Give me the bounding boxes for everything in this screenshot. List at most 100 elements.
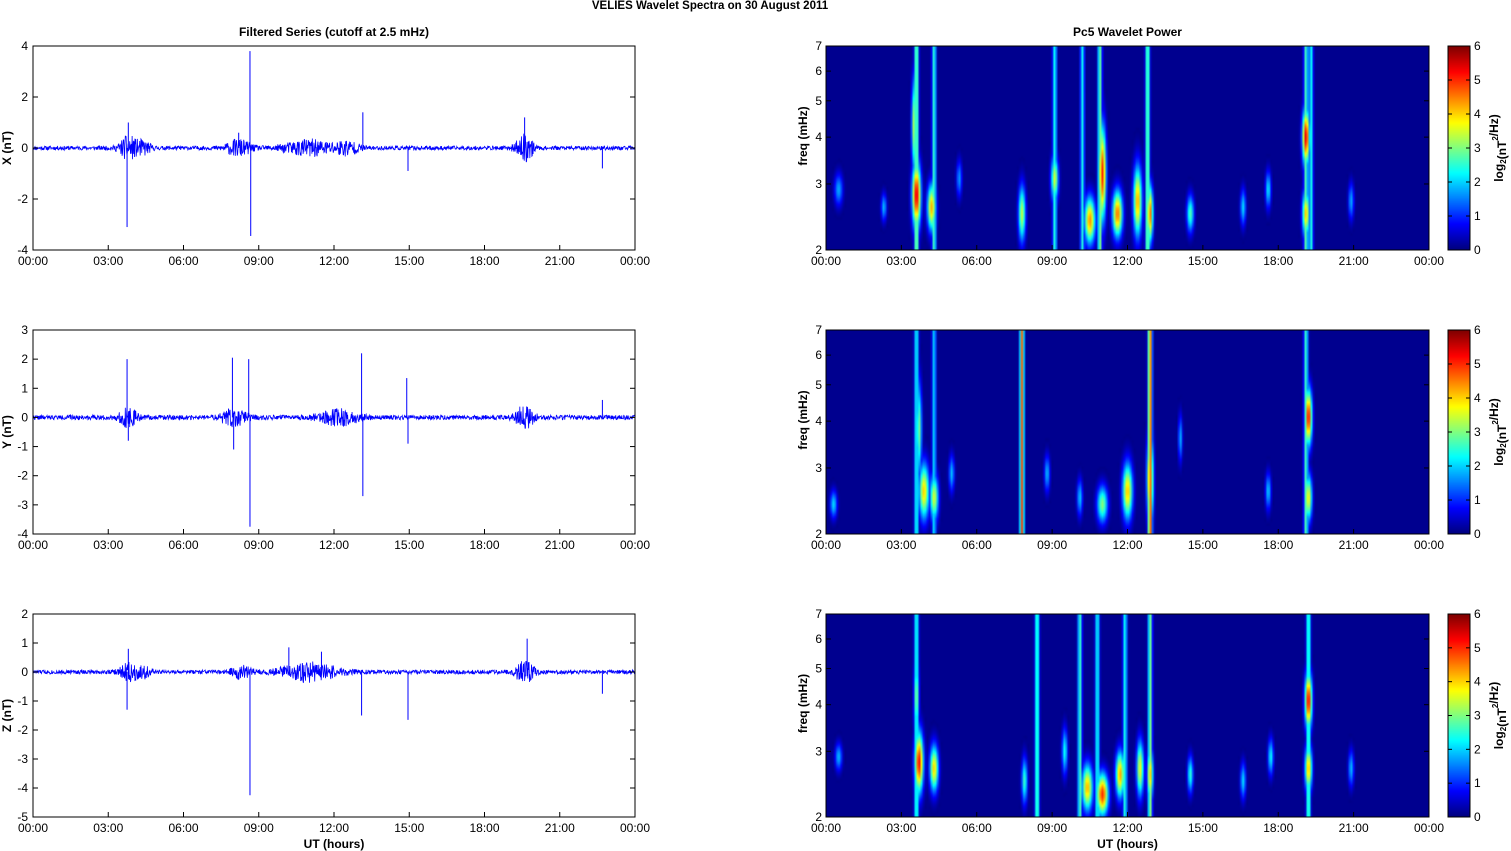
y-tick-label: 4 [815,130,822,144]
x-tick-label: 12:00 [319,254,349,268]
x-tick-label: 12:00 [1112,254,1142,268]
y-tick-label: 5 [815,378,822,392]
y-tick-label: 3 [815,177,822,191]
y-tick-label: 0 [21,141,28,155]
colorbar-tick-label: 3 [1474,709,1481,723]
colorbar-tick-label: 4 [1474,107,1481,121]
x-tick-label: 21:00 [1339,254,1369,268]
colorbar-tick-label: 6 [1474,323,1481,337]
x-tick-label: 06:00 [962,254,992,268]
z-series-panel: -5 -4 -3 -2 -1 0 1 2 00:00 03:00 06:00 09:00 12:00 15… [0,607,650,851]
x-tick-label: 03:00 [886,254,916,268]
x-power-panel: 2 3 4 5 6 7 00:00 03:00 06:00 09:00 12:00 15:00 18:0… [796,25,1509,268]
x-tick-label: 03:00 [886,538,916,552]
colorbar-tick-label: 1 [1474,209,1481,223]
x-tick-label: 03:00 [93,254,123,268]
y-tick-label: 2 [815,527,822,541]
x-tick-label: 21:00 [1339,538,1369,552]
z-power-panel: 2 3 4 5 6 7 00:00 03:00 06:00 09:00 12:00 15:00 18:0… [796,607,1509,851]
x-tick-label: 06:00 [962,538,992,552]
x-tick-label: 12:00 [319,821,349,835]
y-tick-label: -2 [17,192,28,206]
x-tick-label: 00:00 [811,821,841,835]
y-axis-label: freq (mHz) [796,106,810,165]
y-tick-label: 3 [815,461,822,475]
colorbar-tick-label: 1 [1474,493,1481,507]
x-tick-label: 18:00 [1263,538,1293,552]
x-tick-label: 00:00 [620,821,650,835]
y-power-panel: 2 3 4 5 6 7 00:00 03:00 06:00 09:00 12:00 15:00 18:0… [796,323,1509,552]
y-tick-label: -4 [17,527,28,541]
y-axis-label: freq (mHz) [796,674,810,733]
y-tick-label: -2 [17,469,28,483]
x-tick-label: 06:00 [962,821,992,835]
y-tick-label: 6 [815,632,822,646]
colorbar-label: log2(nT2/Hz) [1487,682,1509,750]
colorbar-label: log2(nT2/Hz) [1487,114,1509,182]
x-tick-label: 03:00 [93,821,123,835]
colorbar [1448,330,1470,534]
y-tick-label: -3 [17,752,28,766]
x-tick-label: 18:00 [1263,254,1293,268]
x-tick-label: 00:00 [811,538,841,552]
x-tick-label: 15:00 [394,821,424,835]
colorbar-tick-label: 6 [1474,39,1481,53]
figure-title: VELIES Wavelet Spectra on 30 August 2011 [592,0,829,12]
wavelet-power-image [826,46,1429,250]
x-tick-label: 18:00 [469,821,499,835]
colorbar-tick-label: 5 [1474,73,1481,87]
x-tick-label: 18:00 [1263,821,1293,835]
y-tick-label: 1 [21,381,28,395]
colorbar-tick-label: 0 [1474,527,1481,541]
y-axis-label: freq (mHz) [796,390,810,449]
colorbar-tick-label: 0 [1474,810,1481,824]
colorbar [1448,46,1470,250]
y-axis-label: Z (nT) [0,699,14,732]
y-tick-label: 3 [21,323,28,337]
x-tick-label: 09:00 [244,254,274,268]
series-line [32,661,636,684]
y-tick-label: -3 [17,498,28,512]
y-tick-label: 7 [815,607,822,621]
x-tick-label: 00:00 [18,254,48,268]
x-tick-label: 03:00 [886,821,916,835]
x-tick-label: 15:00 [1188,538,1218,552]
y-tick-label: -5 [17,810,28,824]
x-tick-label: 18:00 [469,538,499,552]
plot-area [33,330,635,534]
x-tick-label: 00:00 [1414,254,1444,268]
y-tick-label: 4 [21,39,28,53]
y-tick-label: 6 [815,64,822,78]
x-series-panel: -4 -2 0 2 4 00:00 03:00 06:00 09:00 12:00 15:00 18:… [0,25,650,268]
x-tick-label: 00:00 [18,821,48,835]
x-tick-label: 00:00 [18,538,48,552]
panel-title: Pc5 Wavelet Power [1073,25,1182,39]
plot-area [33,614,635,817]
x-tick-label: 12:00 [1112,538,1142,552]
y-tick-label: 1 [21,636,28,650]
x-tick-label: 21:00 [545,254,575,268]
y-tick-label: -1 [17,694,28,708]
x-tick-label: 12:00 [1112,821,1142,835]
colorbar-tick-label: 1 [1474,776,1481,790]
x-tick-label: 00:00 [620,538,650,552]
panels: -4 -2 0 2 4 00:00 03:00 06:00 09:00 12:00 15:00 18:… [0,25,1509,851]
colorbar-tick-label: 5 [1474,357,1481,371]
x-tick-label: 21:00 [1339,821,1369,835]
y-tick-label: -4 [17,243,28,257]
colorbar-tick-label: 2 [1474,175,1481,189]
x-tick-label: 00:00 [1414,821,1444,835]
x-tick-label: 00:00 [620,254,650,268]
series-line [32,406,636,429]
colorbar-tick-label: 4 [1474,391,1481,405]
colorbar-label: log2(nT2/Hz) [1487,398,1509,466]
colorbar-tick-label: 0 [1474,243,1481,257]
x-tick-label: 00:00 [811,254,841,268]
x-axis-label: UT (hours) [304,837,365,851]
y-tick-label: 6 [815,348,822,362]
y-tick-label: 2 [21,607,28,621]
x-tick-label: 15:00 [1188,254,1218,268]
wavelet-power-image [826,614,1429,817]
y-tick-label: 4 [815,414,822,428]
